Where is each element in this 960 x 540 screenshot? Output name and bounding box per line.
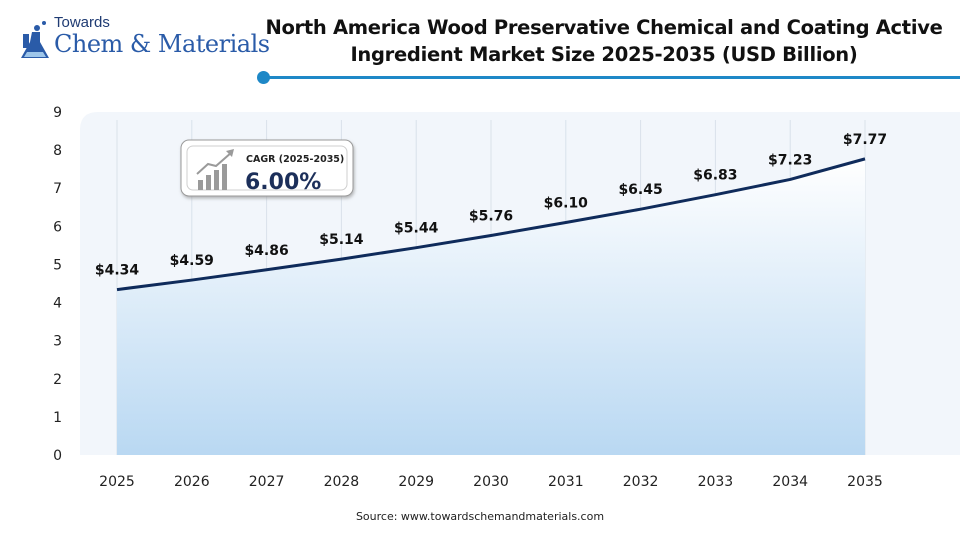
data-label: $4.34 (95, 263, 140, 279)
x-tick-label: 2026 (174, 474, 210, 490)
data-label: $7.23 (768, 152, 812, 168)
chart-title: North America Wood Preservative Chemical… (265, 16, 943, 66)
cagr-value: 6.00% (245, 170, 321, 195)
area-fill (117, 158, 865, 456)
data-label: $5.76 (469, 208, 513, 224)
x-tick-label: 2025 (99, 474, 135, 490)
series-line (116, 157, 866, 292)
data-label: $5.44 (394, 221, 439, 237)
x-tick-label: 2034 (772, 474, 808, 490)
x-tick-label: 2035 (847, 474, 883, 490)
data-label: $7.77 (843, 132, 887, 148)
x-tick-label: 2028 (324, 474, 360, 490)
x-tick-label: 2030 (473, 474, 509, 490)
x-tick-label: 2031 (548, 474, 584, 490)
x-axis: 2025 2026 2027 2028 2029 2030 2031 2032 2033 2034… (99, 474, 883, 490)
logo-top-text: Towards (54, 14, 110, 31)
cagr-label: CAGR (2025-2035) (246, 154, 344, 165)
data-labels: $4.34 $4.59 $4.86 $5.14 $5.44 $5.76 $6.10 $6.45… (95, 132, 887, 279)
x-tick-label: 2027 (249, 474, 285, 490)
logo-main-text: Chem & Materials (54, 30, 270, 58)
title-rule (263, 76, 960, 79)
data-label: $4.59 (170, 253, 214, 269)
y-tick-label: 1 (53, 410, 62, 426)
data-label: $4.86 (244, 243, 288, 259)
data-label: $6.83 (693, 168, 737, 184)
y-tick-label: 0 (53, 448, 62, 464)
flask-icon (21, 21, 49, 58)
x-tick-label: 2032 (623, 474, 659, 490)
x-tick-label: 2029 (398, 474, 434, 490)
y-tick-label: 3 (53, 334, 62, 350)
y-axis: 0 1 2 3 4 5 6 7 8 9 (53, 105, 62, 464)
brand-logo: Towards Chem & Materials (14, 12, 270, 68)
x-tick-label: 2033 (698, 474, 734, 490)
source-note: Source: www.towardschemandmaterials.com (355, 510, 605, 523)
data-label: $6.45 (618, 182, 662, 198)
y-tick-label: 4 (53, 296, 62, 312)
data-label: $6.10 (544, 196, 589, 212)
growth-chart-icon (196, 149, 234, 190)
y-tick-label: 5 (53, 257, 62, 273)
data-label: $5.14 (319, 232, 364, 248)
y-tick-label: 6 (53, 219, 62, 235)
y-tick-label: 8 (53, 143, 62, 159)
y-tick-label: 2 (53, 372, 62, 388)
y-tick-label: 7 (53, 181, 62, 197)
y-tick-label: 9 (53, 105, 62, 121)
